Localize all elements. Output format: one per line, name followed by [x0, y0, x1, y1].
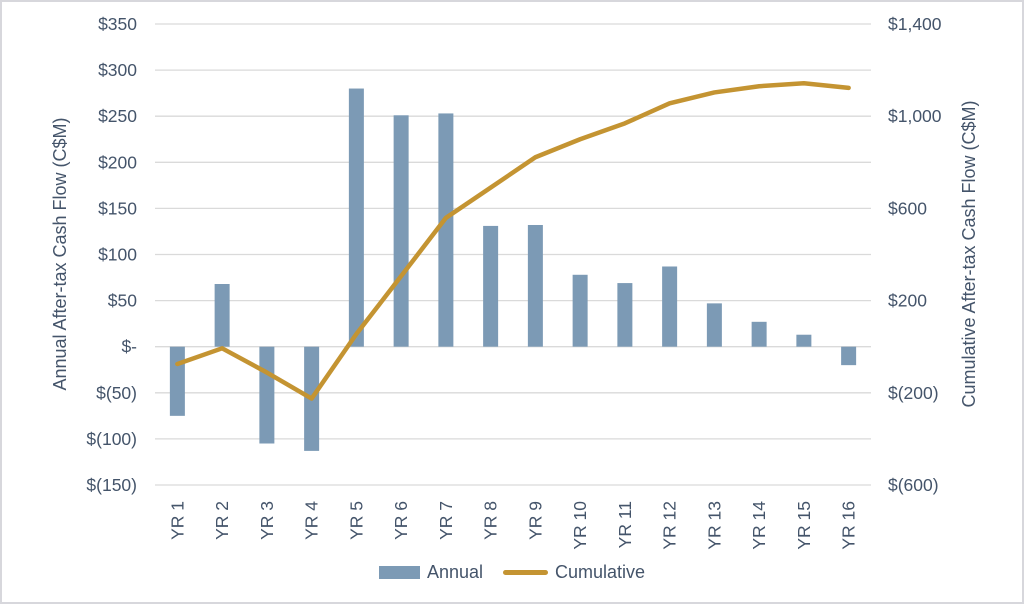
cumulative-series-swatch-icon [503, 570, 548, 575]
left-axis-tick-label: $350 [98, 14, 137, 34]
x-axis-label: YR 13 [704, 501, 724, 550]
bar-yr-15 [796, 334, 812, 347]
right-axis-tick-label: $(200) [888, 383, 939, 403]
left-axis-tick-label: $(150) [86, 475, 137, 495]
bar-yr-1 [169, 346, 185, 416]
bar-yr-9 [527, 224, 543, 347]
x-axis-label: YR 3 [257, 501, 277, 540]
left-axis-tick-label: $(100) [86, 429, 137, 449]
x-axis-label: YR 14 [749, 501, 769, 550]
x-axis-label: YR 16 [839, 501, 859, 550]
left-axis-tick-label: $200 [98, 152, 137, 172]
left-axis-tick-label: $100 [98, 245, 137, 265]
x-axis-label: YR 5 [346, 501, 366, 540]
x-axis-label: YR 12 [660, 501, 680, 550]
bar-yr-7 [438, 113, 454, 347]
right-axis-tick-label: $200 [888, 291, 927, 311]
bar-yr-2 [214, 284, 230, 347]
left-axis-tick-label: $150 [98, 198, 137, 218]
x-axis-label: YR 9 [525, 501, 545, 540]
left-axis-tick-label: $250 [98, 106, 137, 126]
x-axis-label: YR 11 [615, 501, 635, 548]
left-axis-tick-label: $50 [108, 291, 137, 311]
x-axis-label: YR 6 [391, 501, 411, 540]
right-axis-tick-label: $1,000 [888, 106, 942, 126]
left-axis-tick-label: $(50) [96, 383, 137, 403]
right-axis-tick-label: $1,400 [888, 14, 942, 34]
bar-yr-10 [572, 274, 588, 347]
x-axis-label: YR 4 [302, 501, 322, 540]
legend-item-annual: Annual [378, 562, 483, 583]
bar-yr-11 [617, 283, 633, 347]
cumulative-line [175, 80, 851, 401]
x-axis-label: YR 8 [481, 501, 501, 540]
bar-yr-13 [706, 303, 722, 347]
bar-yr-6 [393, 115, 409, 347]
right-axis-tick-label: $(600) [888, 475, 939, 495]
left-axis-tick-label: $- [121, 337, 137, 357]
left-axis-title: Annual After-tax Cash Flow (C$M) [50, 117, 70, 391]
right-axis-tick-label: $600 [888, 198, 927, 218]
x-axis-label: YR 1 [167, 501, 187, 540]
x-axis-label: YR 2 [212, 501, 232, 540]
legend-label-cumulative: Cumulative [555, 562, 646, 582]
bar-yr-12 [662, 266, 678, 347]
x-axis-label: YR 15 [794, 501, 814, 550]
legend: Annual Cumulative [2, 562, 1022, 583]
bar-yr-3 [259, 346, 275, 444]
bar-yr-8 [483, 225, 499, 347]
left-axis-tick-label: $300 [98, 60, 137, 80]
x-axis-label: YR 7 [436, 501, 456, 540]
bar-yr-14 [751, 321, 767, 347]
legend-item-cumulative: Cumulative [503, 562, 645, 583]
x-axis-label: YR 10 [570, 501, 590, 550]
right-axis-title: Cumulative After-tax Cash Flow (C$M) [959, 100, 979, 408]
bar-yr-5 [348, 88, 364, 347]
legend-label-annual: Annual [426, 562, 483, 582]
annual-series-swatch-icon [378, 566, 420, 579]
bar-yr-16 [841, 346, 857, 366]
